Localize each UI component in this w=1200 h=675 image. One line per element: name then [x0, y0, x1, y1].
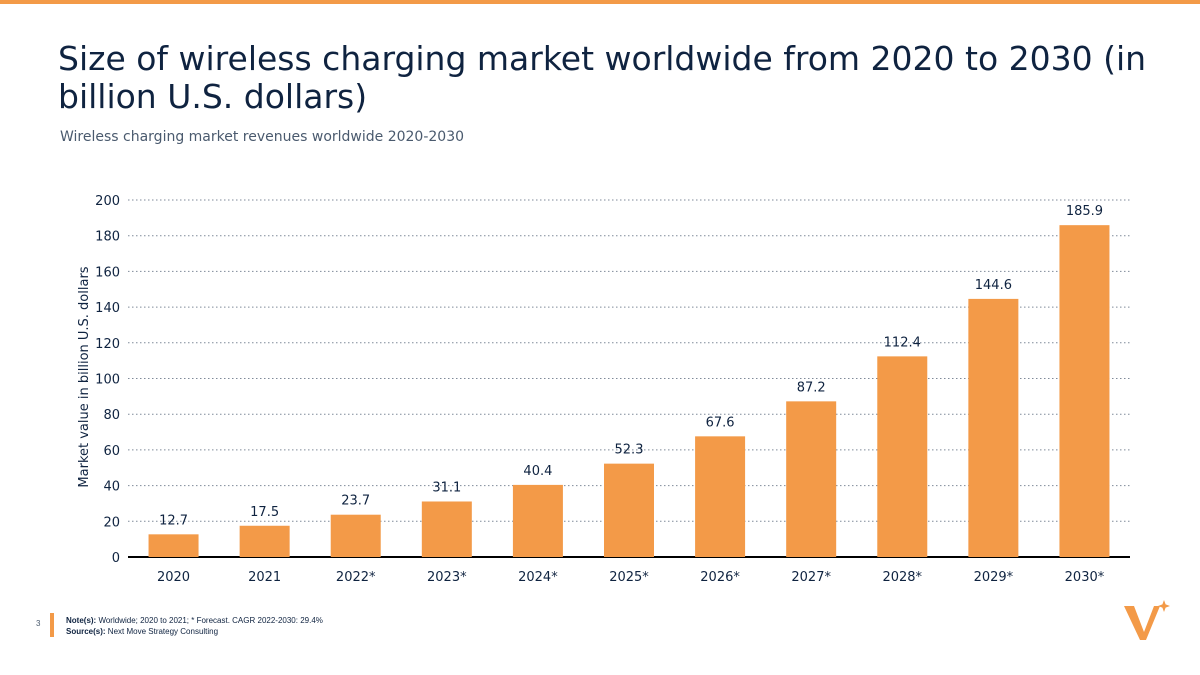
- bar: [148, 534, 199, 557]
- bar-chart: 0 20 40 60 80 100 120 140 160 180 200 12.7 2020 17.5 2…: [77, 194, 1130, 585]
- source-text: Next Move Strategy Consulting: [107, 627, 219, 636]
- bar: [330, 514, 381, 557]
- bar: [968, 298, 1019, 557]
- data-label: 67.6: [706, 415, 735, 430]
- data-label: 40.4: [523, 464, 552, 479]
- note-text: Worldwide; 2020 to 2021; * Forecast. CAG…: [98, 616, 323, 625]
- footer-notes: Note(s): Worldwide; 2020 to 2021; * Fore…: [66, 615, 323, 637]
- x-tick-label: 2028*: [882, 570, 922, 585]
- y-tick-label: 40: [103, 480, 120, 495]
- footer-accent-rule: [50, 613, 54, 637]
- data-label: 144.6: [975, 278, 1012, 293]
- x-tick-label: 2026*: [700, 570, 740, 585]
- page-subtitle: Wireless charging market revenues worldw…: [60, 129, 465, 145]
- data-label: 23.7: [341, 494, 370, 509]
- bar: [512, 484, 563, 557]
- data-label: 52.3: [615, 443, 644, 458]
- y-tick-label: 60: [103, 444, 120, 459]
- data-label: 87.2: [797, 380, 826, 395]
- bar: [239, 525, 290, 557]
- data-label: 12.7: [159, 513, 188, 528]
- bar: [604, 463, 654, 557]
- bar: [1059, 225, 1110, 557]
- y-tick-label: 180: [95, 230, 120, 245]
- x-tick-label: 2020: [157, 570, 190, 585]
- x-tick-label: 2023*: [427, 570, 467, 585]
- data-label: 17.5: [250, 505, 279, 520]
- x-tick-label: 2022*: [336, 570, 376, 585]
- source-line: Source(s): Next Move Strategy Consulting: [66, 626, 323, 637]
- x-tick-label: 2029*: [974, 570, 1014, 585]
- y-tick-label: 120: [95, 337, 120, 352]
- top-accent-bar: [0, 0, 1200, 4]
- bar: [786, 401, 837, 557]
- y-tick-label: 160: [95, 265, 120, 280]
- y-tick-label: 100: [95, 373, 120, 388]
- label-layer: 0 20 40 60 80 100 120 140 160 180 200 12.7 2020 17.5 2…: [95, 194, 1105, 585]
- bar: [877, 356, 928, 557]
- brand-logo-icon: [1124, 600, 1170, 640]
- data-label: 31.1: [432, 480, 461, 495]
- source-label: Source(s):: [66, 627, 106, 636]
- bar: [695, 436, 746, 557]
- x-tick-label: 2021: [248, 570, 281, 585]
- note-line: Note(s): Worldwide; 2020 to 2021; * Fore…: [66, 615, 323, 626]
- page-title: Size of wireless charging market worldwi…: [58, 39, 1147, 116]
- y-tick-label: 80: [103, 408, 120, 423]
- x-tick-label: 2027*: [791, 570, 831, 585]
- page-number: 3: [36, 619, 41, 628]
- data-label: 185.9: [1066, 204, 1103, 219]
- x-tick-label: 2025*: [609, 570, 649, 585]
- bar-layer: [148, 225, 1110, 557]
- y-tick-label: 140: [95, 301, 120, 316]
- x-tick-label: 2030*: [1065, 570, 1105, 585]
- y-tick-label: 200: [95, 194, 120, 209]
- bar: [421, 501, 472, 557]
- x-tick-label: 2024*: [518, 570, 558, 585]
- data-label: 112.4: [884, 335, 921, 350]
- note-label: Note(s):: [66, 616, 97, 625]
- y-axis-title: Market value in billion U.S. dollars: [77, 266, 92, 487]
- y-tick-label: 0: [112, 551, 120, 566]
- y-tick-label: 20: [103, 515, 120, 530]
